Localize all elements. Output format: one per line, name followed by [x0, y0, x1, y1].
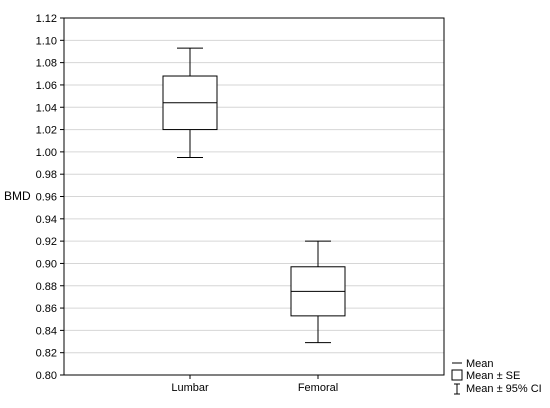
y-tick-label: 0.80 [36, 370, 57, 382]
legend-ci-label: Mean ± 95% CI [466, 383, 542, 395]
y-tick-label: 1.00 [36, 147, 57, 159]
x-axis: Lumbar Femoral [171, 375, 338, 394]
legend-mean-label: Mean [466, 358, 494, 370]
y-tick-label: 0.86 [36, 303, 57, 315]
y-tick-label: 1.04 [36, 102, 57, 114]
y-tick-label: 0.82 [36, 348, 57, 360]
y-tick-label: 1.10 [36, 35, 57, 47]
boxes-layer [162, 47, 346, 344]
y-tick-label: 0.98 [36, 169, 57, 181]
y-tick-label: 1.08 [36, 58, 57, 70]
box-lumbar [162, 47, 218, 158]
y-tick-label: 0.90 [36, 258, 57, 270]
legend: Mean Mean ± SE Mean ± 95% CI [451, 358, 542, 395]
x-tick-label: Lumbar [171, 382, 209, 394]
y-tick-label: 1.12 [36, 13, 57, 25]
box-femoral [290, 240, 346, 344]
y-tick-label: 0.92 [36, 236, 57, 248]
y-tick-label: 0.96 [36, 192, 57, 204]
grid-layer [64, 39, 444, 354]
y-tick-label: 0.84 [36, 325, 57, 337]
y-axis: 0.80 0.82 0.84 0.86 0.88 0.90 0.92 0.94 0.96 0.98… [36, 13, 64, 382]
legend-se-swatch [451, 369, 463, 381]
legend-se-label: Mean ± SE [466, 370, 520, 382]
y-tick-label: 0.94 [36, 214, 57, 226]
legend-ci-swatch [454, 383, 460, 395]
y-axis-label: BMD [4, 189, 31, 203]
y-tick-label: 1.06 [36, 80, 57, 92]
y-tick-label: 1.02 [36, 125, 57, 137]
y-tick-label: 0.88 [36, 281, 57, 293]
x-tick-label: Femoral [298, 382, 338, 394]
